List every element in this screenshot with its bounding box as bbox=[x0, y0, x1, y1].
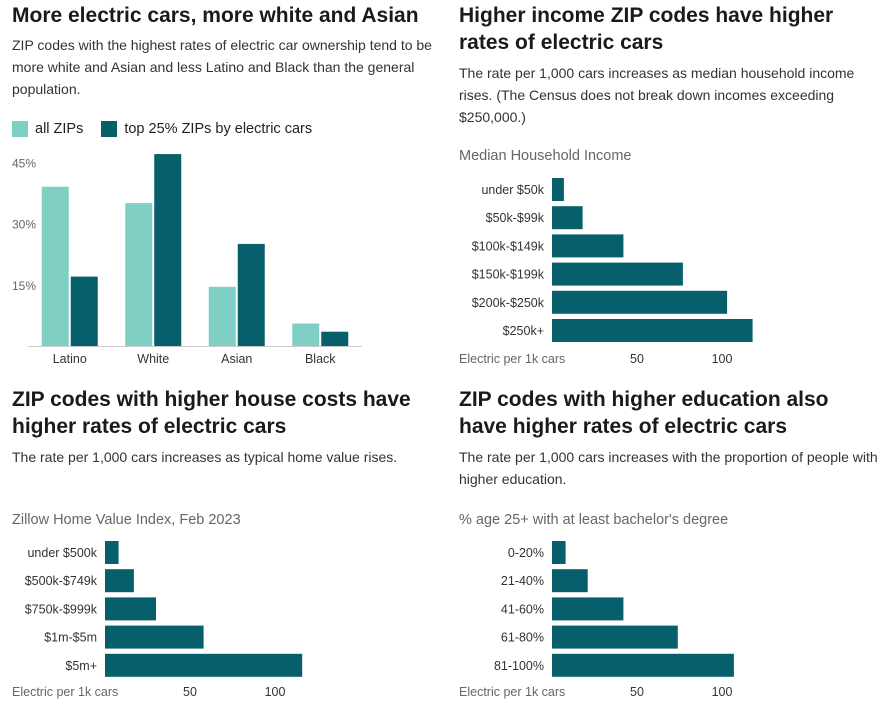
bar bbox=[552, 178, 564, 201]
legend-item-all-zips: all ZIPs bbox=[12, 121, 83, 137]
race-bar-chart: 15% 30% 45% Latino White Asian Black bbox=[12, 154, 362, 366]
bar bbox=[70, 276, 98, 346]
bar bbox=[321, 331, 349, 346]
legend-item-top-zips: top 25% ZIPs by electric cars bbox=[101, 121, 312, 137]
panel-subtitle: ZIP codes with the highest rates of elec… bbox=[12, 37, 432, 97]
bar bbox=[552, 319, 753, 342]
education-bar-chart: 0-20% 21-40% 41-60% 61-80% 81-100% Electric p… bbox=[459, 541, 734, 699]
x-tick-label: 100 bbox=[712, 352, 733, 366]
bar bbox=[552, 569, 588, 593]
panel-subtitle: The rate per 1,000 cars increases as typ… bbox=[12, 449, 398, 465]
y-category-label: $1m-$5m bbox=[44, 631, 97, 645]
bar bbox=[292, 323, 320, 346]
bar bbox=[105, 541, 119, 564]
y-category-label: $200k-$250k bbox=[472, 296, 545, 310]
x-tick-label: 50 bbox=[183, 685, 197, 699]
bar bbox=[552, 206, 583, 230]
y-category-label: under $500k bbox=[27, 546, 97, 560]
chart-title: % age 25+ with at least bachelor's degre… bbox=[459, 512, 729, 528]
panel-race: More electric cars, more white and Asian… bbox=[12, 2, 442, 100]
legend-label: top 25% ZIPs by electric cars bbox=[124, 121, 313, 137]
y-category-label: $5m+ bbox=[65, 659, 97, 673]
bar bbox=[154, 154, 182, 346]
panel-home-value: ZIP codes with higher house costs have h… bbox=[12, 386, 442, 468]
y-category-label: 61-80% bbox=[501, 631, 544, 645]
panel-title: ZIP codes with higher house costs have h… bbox=[12, 388, 411, 438]
y-category-label: 41-60% bbox=[501, 602, 544, 616]
bar bbox=[125, 203, 153, 346]
x-tick-label: 50 bbox=[630, 352, 644, 366]
x-axis-label: Electric per 1k cars bbox=[459, 352, 565, 366]
y-category-label: $500k-$749k bbox=[25, 574, 98, 588]
legend-swatch-dark bbox=[101, 121, 118, 137]
x-tick-label: White bbox=[137, 352, 169, 366]
bar bbox=[105, 625, 204, 649]
y-category-label: 0-20% bbox=[508, 546, 544, 560]
bar bbox=[237, 243, 265, 346]
panel-title: More electric cars, more white and Asian bbox=[12, 4, 419, 27]
bar bbox=[208, 286, 236, 346]
y-category-label: 81-100% bbox=[494, 659, 544, 673]
x-axis-label: Electric per 1k cars bbox=[12, 685, 118, 699]
y-tick-label: 45% bbox=[12, 156, 36, 170]
panel-education: ZIP codes with higher education also hav… bbox=[459, 386, 879, 490]
income-bar-chart: under $50k $50k-$99k $100k-$149k $150k-$199… bbox=[459, 178, 753, 366]
bar bbox=[552, 597, 624, 621]
x-tick-label: 50 bbox=[630, 685, 644, 699]
y-category-label: $250k+ bbox=[503, 324, 544, 338]
home-value-bar-chart: under $500k $500k-$749k $750k-$999k $1m-$5m… bbox=[12, 541, 303, 699]
x-tick-label: Black bbox=[305, 352, 336, 366]
x-tick-label: Latino bbox=[53, 352, 87, 366]
bar bbox=[552, 541, 566, 564]
chart-title: Zillow Home Value Index, Feb 2023 bbox=[12, 512, 241, 528]
x-tick-label: Asian bbox=[221, 352, 252, 366]
y-category-label: $50k-$99k bbox=[486, 211, 545, 225]
bar bbox=[552, 290, 728, 314]
panel-subtitle: The rate per 1,000 cars increases with t… bbox=[459, 449, 878, 487]
bar bbox=[552, 234, 624, 258]
y-tick-label: 30% bbox=[12, 218, 36, 232]
y-category-label: under $50k bbox=[481, 183, 544, 197]
x-tick-label: 100 bbox=[712, 685, 733, 699]
panel-title: ZIP codes with higher education also hav… bbox=[459, 388, 829, 438]
x-axis-label: Electric per 1k cars bbox=[459, 685, 565, 699]
bar bbox=[552, 625, 678, 649]
bar bbox=[105, 569, 134, 593]
chart-legend: all ZIPs top 25% ZIPs by electric cars bbox=[12, 121, 330, 137]
legend-label: all ZIPs bbox=[35, 121, 84, 137]
legend-swatch-light bbox=[12, 121, 28, 137]
bar bbox=[552, 653, 734, 677]
x-tick-label: 100 bbox=[265, 685, 286, 699]
y-category-label: $150k-$199k bbox=[472, 268, 545, 282]
bar bbox=[41, 186, 69, 346]
chart-title: Median Household Income bbox=[459, 148, 632, 164]
bar bbox=[105, 653, 303, 677]
panel-title: Higher income ZIP codes have higher rate… bbox=[459, 4, 834, 54]
panel-income: Higher income ZIP codes have higher rate… bbox=[459, 2, 879, 128]
y-tick-label: 15% bbox=[12, 279, 36, 293]
bar bbox=[105, 597, 156, 621]
y-category-label: 21-40% bbox=[501, 574, 544, 588]
y-category-label: $750k-$999k bbox=[25, 602, 98, 616]
bar bbox=[552, 262, 683, 286]
y-category-label: $100k-$149k bbox=[472, 239, 545, 253]
panel-subtitle: The rate per 1,000 cars increases as med… bbox=[459, 65, 855, 125]
